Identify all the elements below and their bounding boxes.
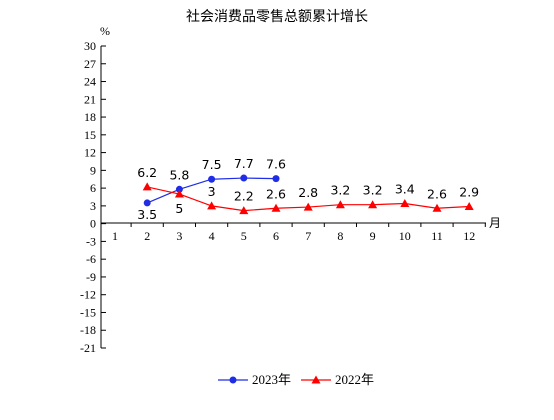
data-label: 3: [208, 184, 216, 199]
y-tick-label: 9: [90, 163, 96, 177]
y-tick-label: -12: [80, 288, 96, 302]
data-point: [368, 200, 378, 209]
data-label: 7.6: [266, 157, 286, 172]
y-tick-label: -15: [80, 305, 96, 319]
y-tick-label: -3: [86, 234, 96, 248]
data-point: [303, 202, 313, 211]
y-tick-label: 18: [84, 110, 96, 124]
x-tick-label: 10: [399, 229, 411, 243]
data-label: 7.7: [234, 156, 254, 171]
x-tick-label: 11: [431, 229, 443, 243]
data-label: 2.8: [298, 185, 318, 200]
y-tick-label: -6: [86, 252, 96, 266]
y-tick-label: 24: [84, 75, 96, 89]
y-tick-label: 0: [90, 217, 96, 231]
y-tick-label: 30: [84, 39, 96, 53]
data-label: 7.5: [202, 157, 222, 172]
x-tick-label: 1: [112, 229, 118, 243]
data-label: 2.2: [234, 189, 254, 204]
x-tick-label: 3: [176, 229, 182, 243]
legend-label: 2022年: [335, 372, 374, 387]
y-tick-label: -9: [86, 270, 96, 284]
data-label: 3.4: [395, 182, 415, 197]
y-tick-label: -18: [80, 323, 96, 337]
x-axis-unit: 月: [489, 216, 501, 230]
data-label: 5.8: [169, 167, 189, 182]
y-tick-label: 6: [90, 181, 96, 195]
y-tick-label: -21: [80, 341, 96, 355]
y-tick-label: 27: [84, 57, 96, 71]
legend-label: 2023年: [252, 372, 291, 387]
data-point: [464, 201, 474, 210]
data-point: [142, 182, 152, 191]
data-point: [239, 206, 249, 215]
data-point: [208, 175, 216, 183]
x-tick-label: 7: [305, 229, 311, 243]
legend-marker-triangle: [311, 375, 321, 384]
x-tick-label: 9: [370, 229, 376, 243]
data-label: 5: [175, 201, 183, 216]
legend: 2023年 2022年: [218, 372, 374, 387]
data-point: [240, 174, 248, 182]
data-point: [335, 200, 345, 209]
data-label: 2.6: [427, 186, 447, 201]
y-tick-label: 15: [84, 128, 96, 142]
x-tick-label: 8: [337, 229, 343, 243]
data-point: [143, 199, 151, 207]
x-tick-label: 2: [144, 229, 150, 243]
data-label: 2.6: [266, 186, 286, 201]
y-axis-unit: %: [100, 24, 110, 38]
series-2023年: 3.5 5.8 7.5 7.7 7.6: [137, 156, 286, 222]
data-label: 3.5: [137, 207, 157, 222]
legend-item: 2022年: [301, 372, 374, 387]
data-label: 6.2: [137, 165, 157, 180]
series-layer: 3.5 5.8 7.5 7.7 7.6 6.2 5 3 2.2 2.6 2.8 3.2 3.2 3.4 2.…: [137, 156, 479, 222]
data-label: 2.9: [459, 184, 479, 199]
data-point: [271, 203, 281, 212]
data-point: [400, 199, 410, 208]
x-tick-label: 5: [241, 229, 247, 243]
legend-marker-circle: [229, 376, 237, 384]
data-point: [432, 203, 442, 212]
y-tick-label: 21: [84, 92, 96, 106]
legend-item: 2023年: [218, 372, 291, 387]
data-label: 3.2: [330, 183, 350, 198]
x-tick-label: 12: [463, 229, 475, 243]
x-tick-label: 4: [209, 229, 215, 243]
y-tick-label: 3: [90, 199, 96, 213]
data-point: [207, 201, 217, 210]
y-tick-label: 12: [84, 146, 96, 160]
data-point: [272, 175, 280, 183]
x-axis-ticks: 1 2 3 4 5 6 7 8 9 10 11 12: [112, 223, 486, 243]
data-point: [175, 185, 183, 193]
series-2022年: 6.2 5 3 2.2 2.6 2.8 3.2 3.2 3.4 2.6 2.9: [137, 165, 479, 216]
chart-title: 社会消费品零售总额累计增长: [186, 9, 368, 25]
x-tick-label: 6: [273, 229, 279, 243]
data-point: [174, 189, 184, 198]
data-label: 3.2: [363, 183, 383, 198]
